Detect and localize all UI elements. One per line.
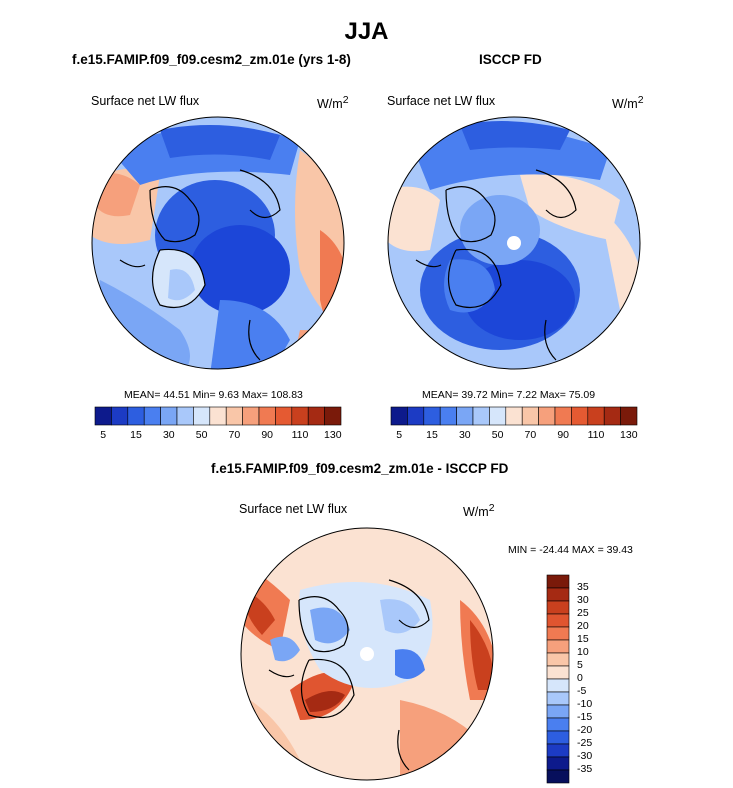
colorbar-swatch: [546, 769, 570, 784]
colorbar-tick-label: 90: [261, 429, 274, 441]
colorbar-tick-label: -5: [577, 685, 587, 697]
colorbar-tick-label: 10: [577, 646, 589, 658]
colorbar-swatch: [546, 626, 570, 641]
colorbar-tick-label: -35: [577, 763, 593, 775]
colorbar-tick-label: 30: [162, 429, 175, 441]
colorbar-tick-label: -20: [577, 724, 593, 736]
colorbar-swatch: [546, 756, 570, 771]
colorbar-tick-label: 0: [577, 672, 583, 684]
colorbar-swatch: [546, 600, 570, 615]
colorbar-tick-label: 15: [426, 429, 438, 441]
colorbar-tick-label: 15: [577, 633, 589, 645]
diff-colorbar: [546, 574, 570, 784]
colorbar-swatch: [546, 652, 570, 667]
colorbar-swatch: [546, 691, 570, 706]
main-title: JJA: [344, 18, 389, 45]
colorbar-tick-label: 50: [195, 429, 208, 441]
colorbar-tick-label: -25: [577, 737, 593, 749]
colorbar-tick-label: 30: [458, 429, 471, 441]
colorbar-swatch: [546, 717, 570, 732]
colorbar-tick-label: 110: [291, 429, 309, 441]
colorbar-tick-label: 70: [524, 429, 537, 441]
diff-units-label: W/m2: [463, 502, 495, 520]
colorbar-swatch: [546, 730, 570, 745]
colorbar-tick-label: 5: [396, 429, 403, 441]
colorbar-swatch: [546, 743, 570, 758]
colorbar-tick-label: 110: [587, 429, 605, 441]
colorbar-tick-label: 20: [577, 620, 589, 632]
right-units-label: W/m2: [612, 94, 644, 112]
colorbar-swatch: [324, 406, 342, 426]
colorbar-swatch: [546, 665, 570, 680]
colorbar-swatch: [620, 406, 638, 426]
colorbar-tick-label: -10: [577, 698, 593, 710]
diff-stats: MIN = -24.44 MAX = 39.43: [508, 544, 633, 556]
colorbar-swatch: [546, 678, 570, 693]
right-panel-title: ISCCP FD: [479, 52, 542, 67]
colorbar-tick-label: 5: [100, 429, 107, 441]
colorbar-tick-label: -15: [577, 711, 593, 723]
colorbar-swatch: [546, 639, 570, 654]
diff-panel-title: f.e15.FAMIP.f09_f09.cesm2_zm.01e - ISCCP…: [211, 461, 509, 476]
colorbar-tick-label: 5: [577, 659, 583, 671]
left-units-label: W/m2: [317, 94, 349, 112]
colorbar-tick-label: 130: [324, 429, 342, 441]
colorbar-tick-label: 25: [577, 607, 589, 619]
colorbar-tick-label: 15: [130, 429, 142, 441]
left-variable-label: Surface net LW flux: [91, 94, 200, 108]
colorbar-tick-label: 30: [577, 594, 589, 606]
colorbar-tick-label: 35: [577, 581, 589, 593]
colorbar-swatch: [546, 613, 570, 628]
colorbar-tick-label: 50: [491, 429, 504, 441]
right-variable-label: Surface net LW flux: [387, 94, 496, 108]
colorbar-swatch: [546, 704, 570, 719]
colorbar-swatch: [546, 587, 570, 602]
left-stats: MEAN= 44.51 Min= 9.63 Max= 108.83: [124, 389, 303, 401]
colorbar-tick-label: 70: [228, 429, 241, 441]
diff-variable-label: Surface net LW flux: [239, 502, 348, 516]
colorbar-tick-label: 130: [620, 429, 638, 441]
colorbar-tick-label: -30: [577, 750, 593, 762]
left-colorbar: [94, 406, 342, 426]
colorbar-swatch: [546, 574, 570, 589]
diff-pole-mask: [360, 647, 374, 661]
right-colorbar: [390, 406, 638, 426]
pole-mask: [507, 236, 521, 250]
left-panel-title: f.e15.FAMIP.f09_f09.cesm2_zm.01e (yrs 1-…: [72, 52, 351, 67]
right-stats: MEAN= 39.72 Min= 7.22 Max= 75.09: [422, 389, 596, 401]
colorbar-tick-label: 90: [557, 429, 570, 441]
